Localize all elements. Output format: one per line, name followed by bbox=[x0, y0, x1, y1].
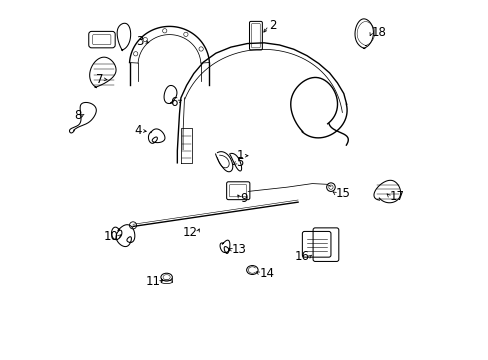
Text: 7: 7 bbox=[96, 73, 103, 86]
Text: 11: 11 bbox=[145, 275, 160, 288]
Text: 3: 3 bbox=[136, 35, 143, 48]
Text: 16: 16 bbox=[294, 250, 309, 263]
Text: 13: 13 bbox=[231, 243, 246, 256]
Text: 1: 1 bbox=[236, 149, 244, 162]
Text: 5: 5 bbox=[235, 156, 243, 169]
Text: 2: 2 bbox=[268, 19, 276, 32]
Text: 14: 14 bbox=[259, 267, 274, 280]
Text: 17: 17 bbox=[388, 190, 404, 203]
Text: 18: 18 bbox=[370, 26, 386, 39]
Text: 9: 9 bbox=[240, 192, 247, 205]
Text: 10: 10 bbox=[103, 230, 119, 243]
Text: 12: 12 bbox=[182, 226, 197, 239]
Text: 4: 4 bbox=[134, 124, 142, 137]
Text: 8: 8 bbox=[74, 109, 81, 122]
Text: 6: 6 bbox=[169, 96, 177, 109]
Text: 15: 15 bbox=[335, 187, 350, 200]
